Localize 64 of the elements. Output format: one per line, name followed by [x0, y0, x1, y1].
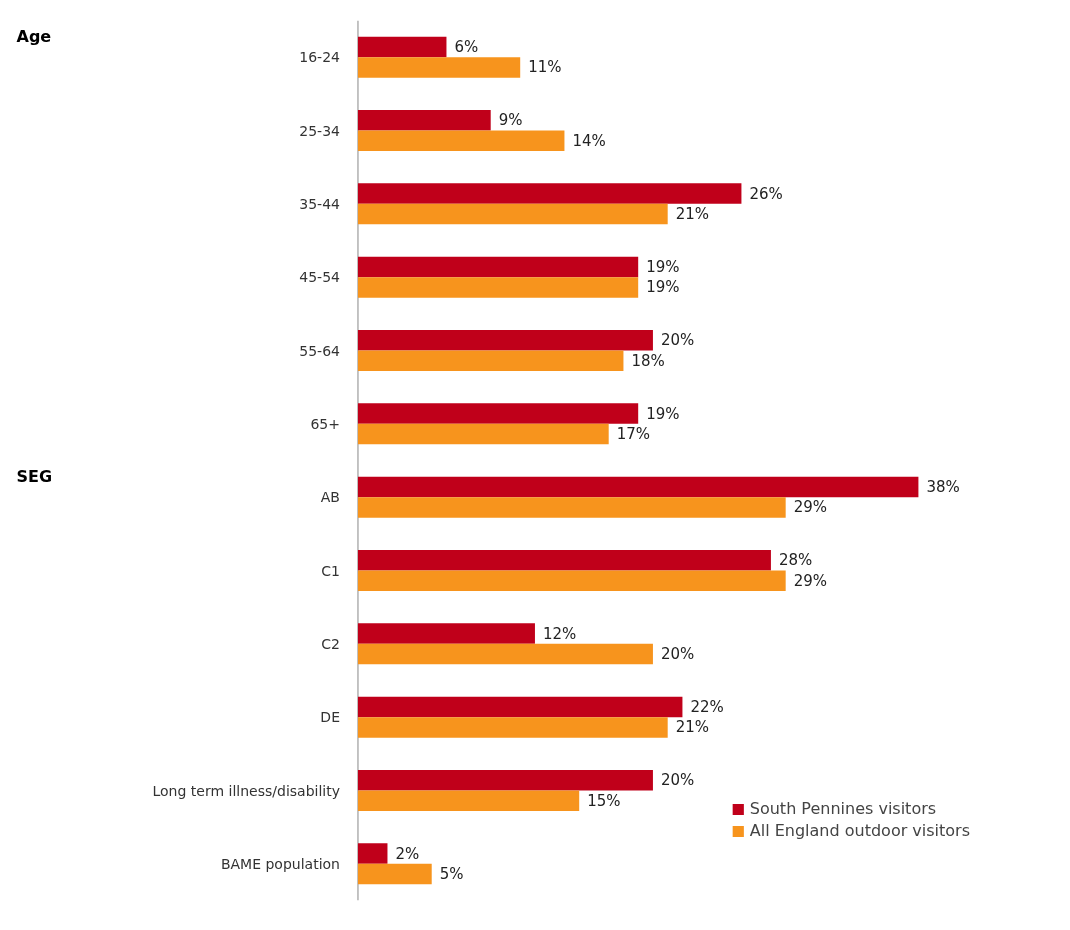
- y-tick-label: Long term illness/disability: [152, 782, 340, 799]
- data-label: 20%: [660, 331, 695, 350]
- text: SEG: [16, 466, 53, 486]
- bar: [357, 643, 653, 665]
- data-label: 2%: [395, 844, 420, 863]
- data-label: 6%: [454, 37, 479, 56]
- bar: [357, 256, 639, 278]
- data-label: 22%: [690, 697, 724, 716]
- data-label: 9%: [498, 111, 523, 130]
- data-label: 29%: [793, 571, 828, 590]
- y-tick-label: C1: [321, 562, 340, 579]
- bar: [357, 183, 742, 204]
- y-tick-label: BAME population: [220, 855, 340, 872]
- data-label: 21%: [675, 205, 710, 224]
- data-label: 17%: [616, 425, 651, 444]
- data-label: 19%: [646, 257, 680, 276]
- y-tick-label: 16-24: [299, 49, 341, 66]
- bar: [357, 403, 639, 424]
- legend-label: South Pennines visitors: [749, 799, 937, 818]
- bar: [357, 696, 683, 718]
- data-label: 38%: [926, 477, 960, 496]
- data-label: 14%: [572, 131, 606, 150]
- data-label: 28%: [778, 551, 813, 570]
- data-label: 11%: [528, 58, 562, 77]
- y-tick-label: 25-34: [299, 122, 341, 139]
- bar: [357, 623, 535, 644]
- bar: [357, 130, 565, 152]
- bar: [357, 36, 447, 58]
- bar: [357, 203, 668, 225]
- data-label: 29%: [793, 498, 828, 517]
- data-label: 20%: [660, 645, 695, 664]
- data-label: 26%: [749, 184, 783, 203]
- bar: [357, 476, 919, 498]
- bar: [357, 329, 653, 351]
- data-label: 19%: [646, 278, 680, 297]
- bar: [357, 717, 668, 738]
- bar: [357, 423, 609, 445]
- data-label: 19%: [646, 404, 680, 423]
- data-label: 5%: [439, 865, 464, 884]
- data-label: 21%: [675, 718, 710, 737]
- data-label: 20%: [660, 771, 695, 790]
- bar: [357, 549, 771, 571]
- bar: [357, 277, 639, 298]
- legend-label: All England outdoor visitors: [749, 821, 970, 840]
- bar: [357, 790, 580, 812]
- y-tick-label: C2: [321, 635, 340, 652]
- data-label: 12%: [542, 624, 577, 643]
- bar: [357, 109, 491, 131]
- y-tick-label: DE: [320, 709, 340, 726]
- y-tick-label: 65+: [310, 415, 340, 432]
- bar: [357, 57, 521, 78]
- data-label: 18%: [631, 351, 665, 370]
- bar: [357, 570, 786, 592]
- y-tick-label: 45-54: [299, 269, 341, 286]
- bar: [357, 497, 786, 518]
- text: Age: [16, 26, 52, 46]
- y-tick-label: 35-44: [299, 195, 341, 212]
- data-label: 15%: [587, 791, 621, 810]
- y-tick-label: 55-64: [299, 342, 341, 359]
- bar: [357, 350, 624, 372]
- bar: [357, 843, 388, 864]
- bar: [357, 769, 653, 791]
- bar: [357, 863, 432, 885]
- y-tick-label: AB: [320, 489, 340, 506]
